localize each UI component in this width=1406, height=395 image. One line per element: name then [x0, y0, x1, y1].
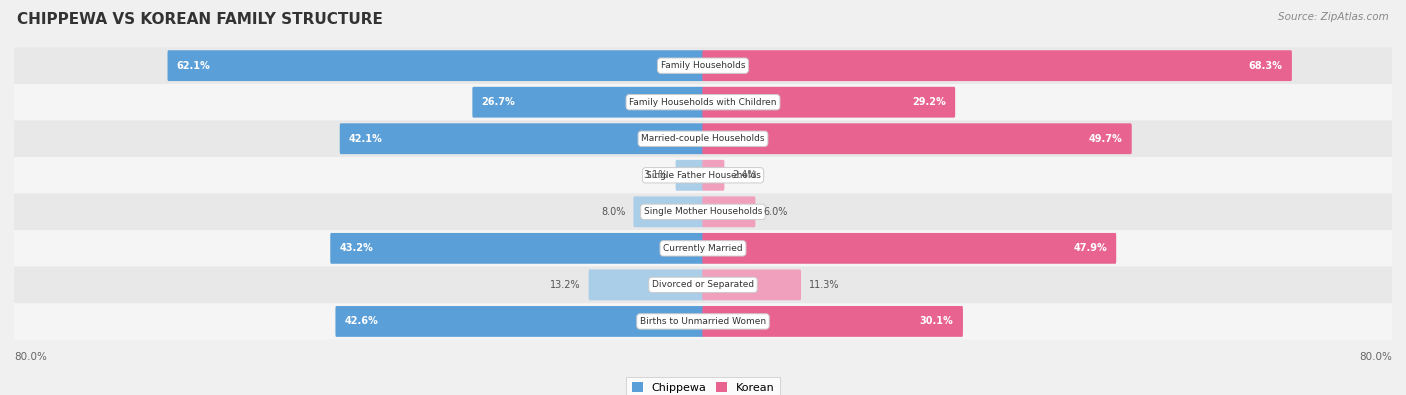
Text: Family Households: Family Households — [661, 61, 745, 70]
FancyBboxPatch shape — [703, 233, 1116, 264]
Text: 68.3%: 68.3% — [1249, 61, 1282, 71]
FancyBboxPatch shape — [703, 123, 1132, 154]
Text: 29.2%: 29.2% — [912, 97, 946, 107]
Text: Family Households with Children: Family Households with Children — [630, 98, 776, 107]
FancyBboxPatch shape — [703, 269, 801, 300]
FancyBboxPatch shape — [167, 50, 703, 81]
Text: 80.0%: 80.0% — [1360, 352, 1392, 363]
Text: 2.4%: 2.4% — [733, 170, 756, 180]
Text: 6.0%: 6.0% — [763, 207, 787, 217]
Text: Births to Unmarried Women: Births to Unmarried Women — [640, 317, 766, 326]
FancyBboxPatch shape — [336, 306, 703, 337]
FancyBboxPatch shape — [703, 196, 755, 227]
Text: 43.2%: 43.2% — [340, 243, 374, 253]
Text: 11.3%: 11.3% — [808, 280, 839, 290]
Text: 80.0%: 80.0% — [14, 352, 46, 363]
FancyBboxPatch shape — [589, 269, 703, 300]
FancyBboxPatch shape — [330, 233, 703, 264]
Text: Source: ZipAtlas.com: Source: ZipAtlas.com — [1278, 12, 1389, 22]
Text: Married-couple Households: Married-couple Households — [641, 134, 765, 143]
FancyBboxPatch shape — [14, 230, 1392, 267]
Text: 3.1%: 3.1% — [644, 170, 668, 180]
FancyBboxPatch shape — [472, 87, 703, 118]
Text: 49.7%: 49.7% — [1088, 134, 1122, 144]
FancyBboxPatch shape — [703, 306, 963, 337]
Legend: Chippewa, Korean: Chippewa, Korean — [626, 377, 780, 395]
FancyBboxPatch shape — [703, 160, 724, 191]
FancyBboxPatch shape — [703, 50, 1292, 81]
FancyBboxPatch shape — [14, 267, 1392, 303]
FancyBboxPatch shape — [14, 194, 1392, 230]
FancyBboxPatch shape — [14, 120, 1392, 157]
FancyBboxPatch shape — [14, 84, 1392, 120]
FancyBboxPatch shape — [14, 47, 1392, 84]
Text: 26.7%: 26.7% — [482, 97, 516, 107]
Text: 8.0%: 8.0% — [602, 207, 626, 217]
FancyBboxPatch shape — [14, 303, 1392, 340]
Text: 42.1%: 42.1% — [349, 134, 382, 144]
Text: CHIPPEWA VS KOREAN FAMILY STRUCTURE: CHIPPEWA VS KOREAN FAMILY STRUCTURE — [17, 12, 382, 27]
Text: Divorced or Separated: Divorced or Separated — [652, 280, 754, 290]
FancyBboxPatch shape — [340, 123, 703, 154]
FancyBboxPatch shape — [634, 196, 703, 227]
Text: 42.6%: 42.6% — [344, 316, 378, 326]
Text: Currently Married: Currently Married — [664, 244, 742, 253]
Text: Single Mother Households: Single Mother Households — [644, 207, 762, 216]
FancyBboxPatch shape — [14, 157, 1392, 194]
Text: 13.2%: 13.2% — [550, 280, 581, 290]
Text: 62.1%: 62.1% — [177, 61, 211, 71]
Text: 30.1%: 30.1% — [920, 316, 953, 326]
FancyBboxPatch shape — [676, 160, 703, 191]
FancyBboxPatch shape — [703, 87, 955, 118]
Text: 47.9%: 47.9% — [1073, 243, 1107, 253]
Text: Single Father Households: Single Father Households — [645, 171, 761, 180]
